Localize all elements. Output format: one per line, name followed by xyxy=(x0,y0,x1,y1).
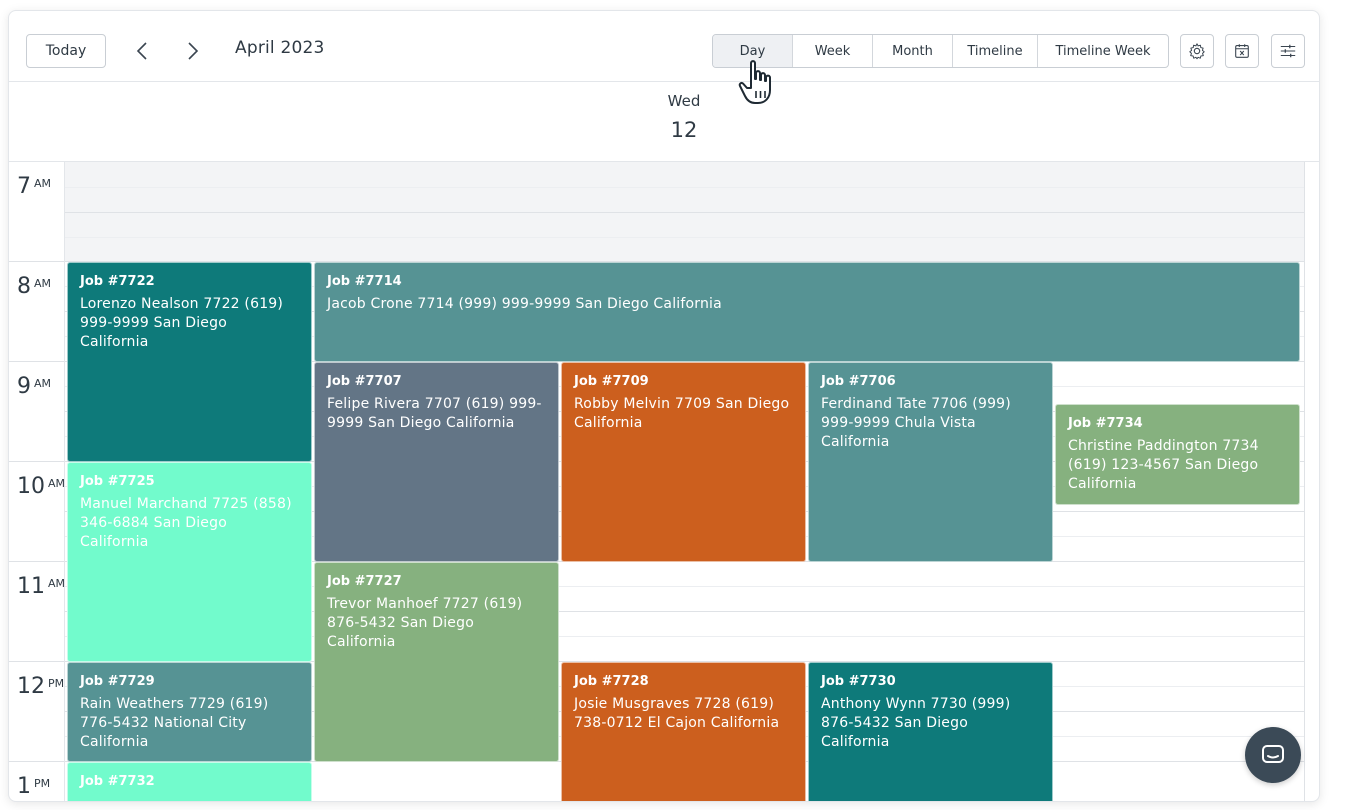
hour-label: 1 PM xyxy=(17,774,51,799)
hour-label: 8 AM xyxy=(17,274,52,299)
event-card[interactable]: Job #7714 Jacob Crone 7714 (999) 999-999… xyxy=(314,262,1300,362)
event-details: Robby Melvin 7709 San Diego California xyxy=(574,396,790,431)
hour-label: 7 AM xyxy=(17,174,52,199)
hour-label: 12 PM xyxy=(17,674,65,699)
event-card[interactable]: Job #7734 Christine Paddington 7734 (619… xyxy=(1055,404,1300,505)
grid-line xyxy=(65,187,1305,188)
day-weekday: Wed xyxy=(667,92,701,110)
event-title: Job #7732 xyxy=(80,774,155,789)
event-title: Job #7707 xyxy=(327,374,402,389)
event-title: Job #7709 xyxy=(574,374,649,389)
event-card[interactable]: Job #7709 Robby Melvin 7709 San Diego Ca… xyxy=(561,362,806,562)
event-details: Anthony Wynn 7730 (999) 876-5432 San Die… xyxy=(821,696,1011,750)
view-week-button[interactable]: Week xyxy=(793,35,873,67)
view-timeline-week-button[interactable]: Timeline Week xyxy=(1055,43,1151,59)
event-title: Job #7730 xyxy=(821,674,896,689)
event-card[interactable]: Job #7727 Trevor Manhoef 7727 (619) 876-… xyxy=(314,562,559,762)
clear-date-button[interactable] xyxy=(1225,34,1259,68)
event-details: Christine Paddington 7734 (619) 123-4567… xyxy=(1068,438,1259,492)
event-card[interactable]: Job #7722 Lorenzo Nealson 7722 (619) 999… xyxy=(67,262,312,462)
event-title: Job #7706 xyxy=(821,374,896,389)
view-month-button[interactable]: Month xyxy=(873,35,953,67)
event-card[interactable]: Job #7732 xyxy=(67,762,312,801)
view-timeline-button[interactable]: Timeline xyxy=(953,35,1038,67)
event-title: Job #7722 xyxy=(80,274,155,289)
today-button[interactable]: Today xyxy=(26,34,106,68)
grid-line xyxy=(65,237,1305,238)
event-title: Job #7727 xyxy=(327,574,402,589)
filter-button[interactable] xyxy=(1271,34,1305,68)
event-card[interactable]: Job #7707 Felipe Rivera 7707 (619) 999-9… xyxy=(314,362,559,562)
calendar-clear-icon xyxy=(1235,44,1249,58)
next-arrow-icon[interactable] xyxy=(183,37,203,65)
grid-line xyxy=(9,261,1305,262)
grid-edge xyxy=(1304,162,1305,801)
grid-line xyxy=(65,212,1305,213)
hour-label: 9 AM xyxy=(17,374,52,399)
day-column-header: Wed 12 xyxy=(9,82,1319,162)
sliders-icon xyxy=(1280,44,1296,58)
gear-icon xyxy=(1189,43,1205,60)
event-details: Lorenzo Nealson 7722 (619) 999-9999 San … xyxy=(80,296,284,350)
chat-launcher-button[interactable] xyxy=(1245,727,1301,783)
settings-button[interactable] xyxy=(1180,34,1214,68)
view-switcher: Day Week Month Timeline Timeline Week xyxy=(712,34,1169,68)
current-month-title: April 2023 xyxy=(235,38,325,58)
event-details: Jacob Crone 7714 (999) 999-9999 San Dieg… xyxy=(327,296,722,312)
calendar-toolbar: Today April 2023 Day Week Month Timeline… xyxy=(9,11,1319,82)
day-number: 12 xyxy=(670,118,698,142)
grid-line xyxy=(9,661,1305,662)
event-details: Ferdinand Tate 7706 (999) 999-9999 Chula… xyxy=(821,396,1011,450)
event-details: Felipe Rivera 7707 (619) 999-9999 San Di… xyxy=(327,396,542,431)
event-title: Job #7734 xyxy=(1068,416,1143,431)
grid-line xyxy=(65,586,1305,587)
event-details: Josie Musgraves 7728 (619) 738-0712 El C… xyxy=(574,696,780,731)
event-card[interactable]: Job #7725 Manuel Marchand 7725 (858) 346… xyxy=(67,462,312,662)
hand-pointer-cursor-icon xyxy=(738,60,771,104)
time-grid[interactable]: 7 AM 8 AM 9 AM 10 AM 11 AM 12 PM 1 PM Job #7722… xyxy=(9,162,1319,801)
event-card[interactable]: Job #7728 Josie Musgraves 7728 (619) 738… xyxy=(561,662,806,801)
calendar-scheduler: Today April 2023 Day Week Month Timeline… xyxy=(8,10,1320,802)
grid-line xyxy=(65,636,1305,637)
event-card[interactable]: Job #7706 Ferdinand Tate 7706 (999) 999-… xyxy=(808,362,1053,562)
time-gutter: 7 AM 8 AM 9 AM 10 AM 11 AM 12 PM 1 PM xyxy=(9,162,66,801)
event-title: Job #7725 xyxy=(80,474,155,489)
event-title: Job #7728 xyxy=(574,674,649,689)
unavailable-slot xyxy=(65,162,1305,261)
previous-arrow-icon[interactable] xyxy=(132,37,152,65)
grid-line xyxy=(65,611,1305,612)
chat-bubble-icon xyxy=(1262,745,1284,763)
event-title: Job #7729 xyxy=(80,674,155,689)
event-details: Manuel Marchand 7725 (858) 346-6884 San … xyxy=(80,496,292,550)
event-card[interactable]: Job #7730 Anthony Wynn 7730 (999) 876-54… xyxy=(808,662,1053,801)
event-details: Trevor Manhoef 7727 (619) 876-5432 San D… xyxy=(327,596,523,650)
hour-label: 11 AM xyxy=(17,574,66,599)
event-details: Rain Weathers 7729 (619) 776-5432 Nation… xyxy=(80,696,269,750)
hour-label: 10 AM xyxy=(17,474,66,499)
event-title: Job #7714 xyxy=(327,274,402,289)
event-card[interactable]: Job #7729 Rain Weathers 7729 (619) 776-5… xyxy=(67,662,312,762)
